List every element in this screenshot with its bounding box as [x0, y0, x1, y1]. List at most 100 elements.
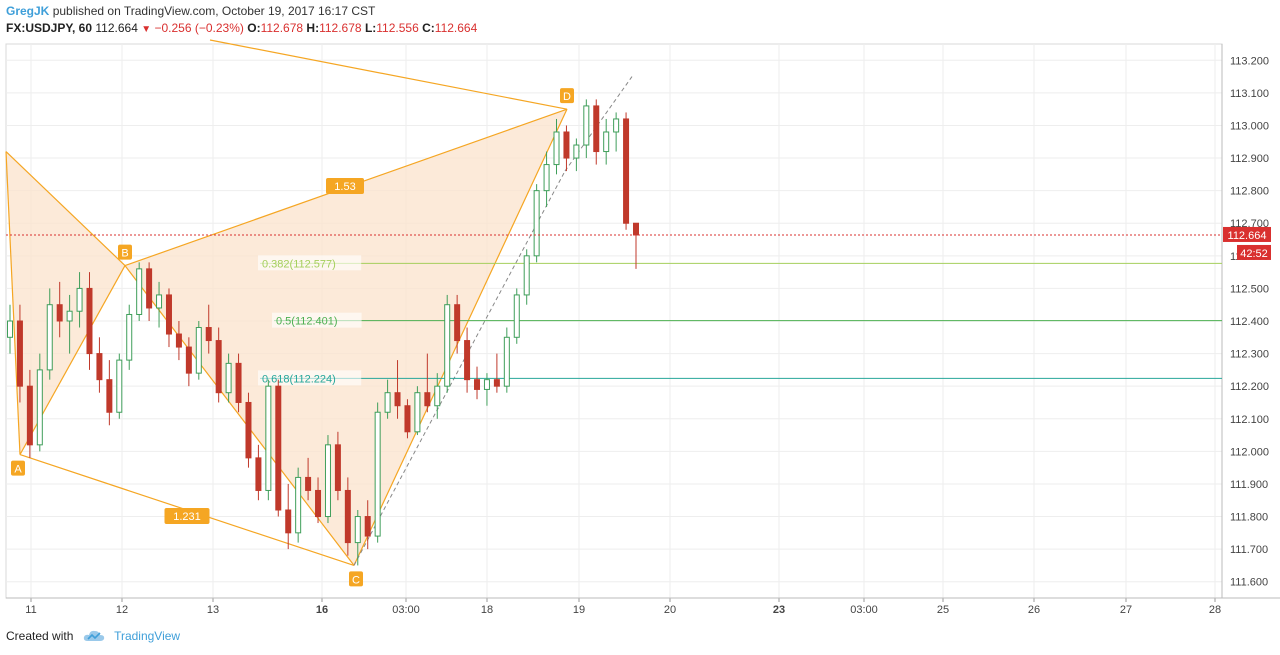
x-tick-label: 13 — [207, 604, 219, 616]
x-tick-label: 11 — [25, 604, 36, 616]
candle-body — [404, 405, 411, 433]
x-tick-label: 19 — [573, 604, 585, 616]
low-label: L: — [364, 21, 377, 35]
y-tick-label: 111.700 — [1230, 544, 1268, 556]
fib-level-label: 0.382(112.577) — [262, 258, 336, 270]
candle-body — [165, 294, 172, 335]
author-link[interactable]: GregJK — [6, 4, 50, 18]
candle-body — [26, 385, 33, 446]
candle-body — [66, 310, 73, 322]
candle-body — [285, 509, 292, 534]
chart-header: GregJK published on TradingView.com, Oct… — [6, 3, 477, 38]
y-tick-label: 112.800 — [1230, 186, 1269, 198]
candle-body — [205, 327, 212, 342]
candle-body — [76, 287, 83, 312]
tradingview-cloud-icon — [83, 630, 104, 641]
candle-body — [633, 222, 639, 236]
ratio-label-ac-box — [164, 508, 210, 524]
x-tick-label: 23 — [773, 604, 785, 616]
y-tick-label: 112.400 — [1230, 316, 1269, 328]
y-tick-label: 112.100 — [1230, 414, 1269, 426]
y-tick-label: 113.000 — [1230, 120, 1269, 132]
current-price-label: 112.664 — [1228, 230, 1267, 242]
candle-body — [96, 353, 103, 381]
high-label: H: — [306, 21, 320, 35]
candle-body — [483, 379, 490, 390]
candle-body — [56, 304, 63, 322]
y-tick-label: 112.500 — [1230, 283, 1269, 295]
price-change: −0.256 (−0.23%) — [154, 21, 244, 35]
ratio-label-bd-box — [326, 178, 364, 194]
x-tick-label: 25 — [937, 604, 949, 616]
candle-body — [553, 131, 560, 166]
candle-body — [543, 164, 550, 192]
candle-body — [444, 304, 451, 387]
current-price-box — [1223, 226, 1271, 242]
candle-body — [46, 304, 53, 371]
x-tick-label: 20 — [664, 604, 676, 616]
pattern-triangle-xab — [6, 151, 125, 455]
candle-body — [603, 131, 610, 153]
candle-body — [225, 362, 232, 394]
pattern-triangle-bcd — [125, 109, 567, 566]
close-value: 112.664 — [434, 21, 478, 35]
candle-body — [16, 320, 23, 387]
x-tick-label: 28 — [1209, 604, 1221, 616]
candle-body — [215, 340, 222, 394]
candle-body — [265, 385, 272, 491]
candle-body — [275, 385, 282, 511]
candle-body — [533, 190, 540, 257]
ratio-label-bd: 1.53 — [326, 178, 364, 194]
candle-body — [593, 105, 600, 153]
pattern-point-c: C — [349, 571, 363, 587]
point-letter: A — [14, 464, 22, 476]
candle-body — [344, 489, 351, 544]
candle-body — [364, 516, 371, 537]
candle-body — [354, 516, 361, 544]
symbol-label: FX:USDJPY, 60 — [6, 21, 93, 35]
down-arrow-icon: ▼ — [141, 24, 152, 35]
candle-body — [156, 294, 163, 309]
projection-line-cd — [353, 170, 566, 566]
x-tick-label: 16 — [316, 604, 328, 616]
candle-body — [175, 333, 182, 348]
symbol-line: FX:USDJPY, 60 112.664 ▼ −0.256 (−0.23%) … — [6, 20, 477, 38]
candle-body — [36, 369, 43, 446]
price-chart[interactable]: 111.600 111.700 111.800 111.900 112.000 112.1… — [0, 0, 1280, 625]
candle-body — [126, 313, 133, 361]
point-badge — [349, 571, 363, 587]
fib-level-label: 0.618(112.224) — [262, 373, 336, 385]
y-tick-label: 112.000 — [1230, 446, 1269, 458]
y-tick-label: 113.200 — [1230, 55, 1269, 67]
current-price-badge: 112.664 42:52 — [1223, 226, 1271, 260]
candle-body — [573, 144, 580, 159]
point-badge — [11, 460, 25, 476]
ratio-label-ac: 1.231 — [164, 508, 210, 524]
candle-body — [503, 336, 510, 387]
y-tick-label: 112.900 — [1230, 153, 1269, 165]
candle-body — [474, 379, 481, 390]
y-tick-label: 112.200 — [1230, 381, 1269, 393]
candle-body — [305, 476, 312, 491]
pattern-leg-cd — [353, 108, 568, 566]
tradingview-link[interactable]: TradingView — [114, 629, 181, 643]
candle-body — [136, 268, 143, 315]
candle-body — [106, 379, 113, 413]
last-price: 112.664 — [95, 21, 138, 35]
candle-body — [324, 444, 331, 518]
pattern-point-b: B — [118, 244, 132, 260]
ratio-label-bd-text: 1.53 — [334, 181, 355, 193]
candle-body — [454, 304, 461, 342]
candle-body — [374, 411, 381, 537]
candle-body — [394, 392, 401, 407]
candle-body — [86, 287, 93, 355]
fib-label-bg — [258, 255, 362, 271]
x-tick-label: 03:00 — [850, 604, 878, 616]
x-tick-label: 26 — [1028, 604, 1040, 616]
y-tick-label: 111.800 — [1230, 512, 1268, 524]
fib-label-bg — [258, 370, 362, 386]
pattern-leg-xa — [5, 151, 21, 455]
candle-body — [513, 294, 520, 338]
candle-body — [255, 457, 262, 491]
x-tick-label: 18 — [481, 604, 493, 616]
